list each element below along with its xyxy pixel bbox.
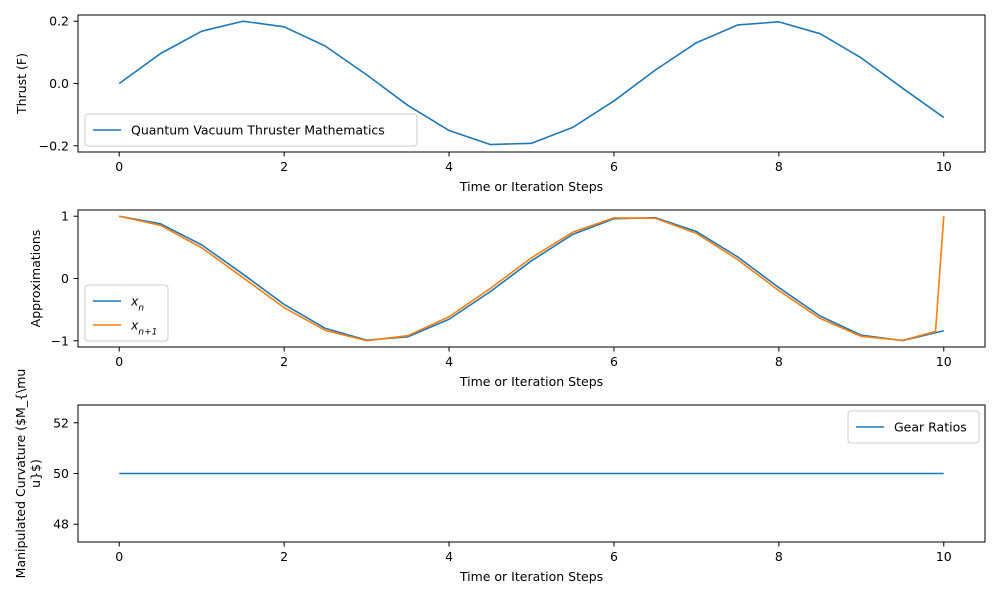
approximations-legend-label-subscript-2: n+1 bbox=[138, 328, 157, 338]
thrust-y-tick-label: 0.0 bbox=[49, 76, 69, 91]
thrust-x-tick-label: 2 bbox=[280, 159, 288, 174]
curvature-plot-area: 0 2 4 6 8 10 48 50 52 Gear Ratios bbox=[53, 404, 986, 564]
thrust-x-tick-label: 4 bbox=[445, 159, 453, 174]
approximations-x-tick-label: 10 bbox=[936, 354, 952, 369]
thrust-plot-area: 0 2 4 6 8 10 −0.2 0.0 0.2 Quantum Vacuum Thruster… bbox=[39, 14, 986, 174]
approximations-x-tick-label: 8 bbox=[775, 354, 783, 369]
curvature-y-tick-label: 52 bbox=[53, 415, 69, 430]
thrust-x-axis-label: Time or Iteration Steps bbox=[459, 179, 603, 194]
approximations-x-tick-label: 0 bbox=[115, 354, 123, 369]
thrust-y-axis-label: Thrust (F) bbox=[14, 53, 29, 115]
curvature-legend: Gear Ratios bbox=[847, 410, 980, 444]
thrust-y-tick-label: −0.2 bbox=[39, 138, 69, 153]
curvature-legend-box bbox=[847, 410, 980, 444]
thrust-y-tick-label: 0.2 bbox=[49, 14, 69, 29]
thrust-legend: Quantum Vacuum Thruster Mathematics bbox=[84, 113, 418, 147]
approximations-series-line-1 bbox=[119, 215, 944, 342]
thrust-legend-label-1: Quantum Vacuum Thruster Mathematics bbox=[131, 123, 385, 138]
curvature-y-axis-label-line1: Manipulated Curvature ($M_{\mu bbox=[13, 369, 28, 579]
curvature-x-tick-label: 0 bbox=[115, 549, 123, 564]
approximations-y-axis-label: Approximations bbox=[28, 230, 43, 328]
curvature-y-tick-label: 48 bbox=[53, 517, 69, 532]
curvature-x-tick-label: 10 bbox=[936, 549, 952, 564]
curvature-x-axis-label: Time or Iteration Steps bbox=[459, 569, 603, 584]
curvature-x-tick-label: 2 bbox=[280, 549, 288, 564]
approximations-x-tick-label: 4 bbox=[445, 354, 453, 369]
thrust-x-tick-label: 8 bbox=[775, 159, 783, 174]
thrust-x-tick-label: 10 bbox=[936, 159, 952, 174]
approximations-legend-box bbox=[84, 284, 169, 342]
curvature-subplot: 0 2 4 6 8 10 48 50 52 Gear Ratios Time or Iterati… bbox=[13, 369, 986, 584]
thrust-x-tick-label: 0 bbox=[115, 159, 123, 174]
thrust-series-line-1 bbox=[118, 20, 945, 146]
approximations-y-tick-label: −1 bbox=[51, 333, 69, 348]
approximations-x-tick-label: 2 bbox=[280, 354, 288, 369]
approximations-y-tick-label: 1 bbox=[61, 209, 69, 224]
curvature-legend-label-1: Gear Ratios bbox=[894, 420, 967, 435]
curvature-x-tick-label: 8 bbox=[775, 549, 783, 564]
thrust-legend-box bbox=[84, 113, 418, 147]
curvature-y-tick-label: 50 bbox=[53, 466, 69, 481]
curvature-y-axis-label-line2: u}$) bbox=[28, 459, 43, 488]
curvature-x-tick-label: 6 bbox=[610, 549, 618, 564]
approximations-legend-label-subscript-1: n bbox=[138, 304, 144, 314]
approximations-y-tick-label: 0 bbox=[61, 271, 69, 286]
approximations-x-axis-label: Time or Iteration Steps bbox=[459, 374, 603, 389]
thrust-subplot: 0 2 4 6 8 10 −0.2 0.0 0.2 Quantum Vacuum Thruster… bbox=[14, 14, 986, 194]
approximations-series-line-2 bbox=[119, 215, 945, 342]
curvature-x-tick-label: 4 bbox=[445, 549, 453, 564]
thrust-x-tick-label: 6 bbox=[610, 159, 618, 174]
approximations-x-tick-label: 6 bbox=[610, 354, 618, 369]
